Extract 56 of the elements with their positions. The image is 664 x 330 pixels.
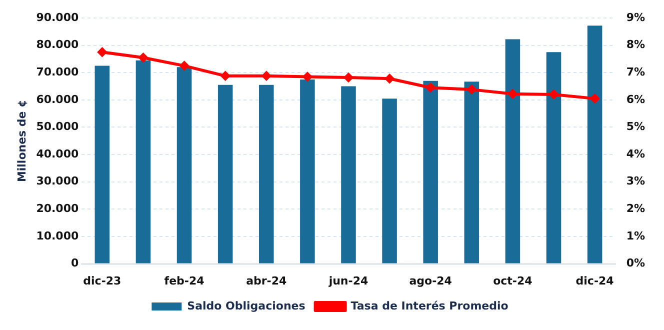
point [220,71,230,80]
point [590,94,600,104]
point [385,74,394,84]
y-tick-label: 60.000 [36,92,79,106]
point [549,90,558,99]
y-tick-label: 70.000 [36,65,79,78]
y-tick-label: 30.000 [36,174,79,188]
x-tick-label: dic-23 [83,274,122,288]
y-tick-label: 10.000 [36,229,79,242]
y2-tick-label: 5% [626,120,646,134]
bar [176,67,192,264]
point [508,89,518,98]
y2-tick-label: 0% [626,256,646,270]
bar [300,79,315,264]
y-tick-label: 0 [70,256,79,270]
bar [423,80,438,264]
x-tick-label: feb-24 [164,274,205,288]
y2-tick-label: 8% [626,38,646,52]
y2-tick-label: 7% [626,65,646,78]
y-tick-label: 50.000 [36,120,79,134]
y2-tick-label: 4% [626,147,646,160]
point [302,72,312,82]
y-tick-label: 80.000 [36,38,79,52]
bar [94,66,110,264]
point [180,61,189,70]
bar [505,39,520,264]
x-tick-label: ago-24 [409,274,452,288]
bar [546,52,562,264]
y2-tick-label: 3% [626,174,646,188]
x-tick-label: jun-24 [328,274,368,288]
y2-tick-label: 2% [626,202,646,216]
bar [341,86,356,264]
y2-tick-label: 6% [626,92,646,106]
point [98,48,107,57]
point [467,85,476,94]
point [138,53,148,62]
legend-label: Tasa de Interés Promedio [350,299,509,312]
bar [136,60,151,264]
x-tick-label: abr-24 [246,274,288,288]
y2-tick-label: 9% [626,10,646,24]
x-tick-label: oct-24 [493,274,533,288]
y-tick-label: 20.000 [36,202,79,216]
bar [464,82,480,264]
bar [258,84,274,264]
y-tick-label: 40.000 [36,147,79,160]
y-tick-label: 90.000 [36,10,79,24]
x-tick-label: dic-24 [576,274,614,288]
bar [218,84,233,264]
bar [587,26,602,264]
y2-tick-label: 1% [626,229,646,242]
y-axis-title: Millones de ¢ [15,100,28,182]
point [426,83,436,92]
point [344,73,353,82]
legend-label: Saldo Obligaciones [187,299,306,312]
bar [382,98,397,264]
point [262,71,271,80]
